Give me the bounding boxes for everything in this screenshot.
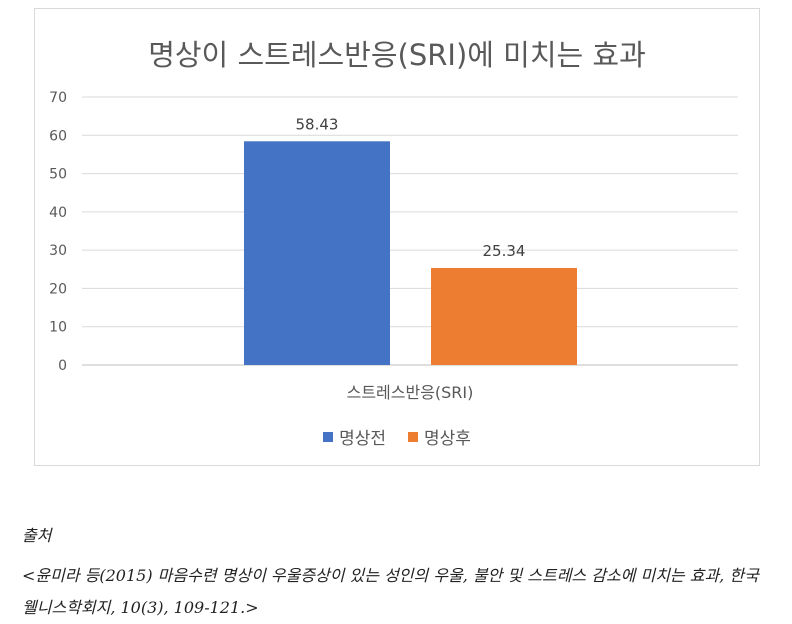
legend-label-after: 명상후 [424, 429, 471, 449]
legend-item-before: 명상전 [323, 424, 386, 449]
legend-label-before: 명상전 [339, 429, 386, 449]
data-label: 58.43 [296, 115, 339, 133]
chart-title: 명상이 스트레스반응(SRI)에 미치는 효과 [148, 38, 646, 72]
bar-before [244, 141, 390, 365]
y-tick-label: 50 [49, 167, 67, 183]
y-tick-label: 70 [49, 90, 67, 106]
y-tick-label: 60 [49, 128, 67, 144]
source-label: 출처 [22, 526, 52, 545]
y-tick-label: 10 [49, 320, 67, 336]
plot-area: 0 10 20 30 40 50 60 70 58.43 25.34 스트레스반응(SRI) [49, 90, 738, 402]
bar-after [431, 267, 577, 365]
x-category-label: 스트레스반응(SRI) [347, 383, 474, 402]
y-tick-label: 20 [49, 281, 67, 297]
y-tick-label: 0 [58, 358, 67, 374]
y-tick-label: 30 [49, 243, 67, 259]
legend: 명상전 명상후 [34, 424, 760, 449]
legend-swatch-before [323, 431, 334, 442]
legend-item-after: 명상후 [408, 424, 471, 449]
source-citation: <윤미라 등(2015) 마음수련 명상이 우울증상이 있는 성인의 우울, 불… [22, 566, 759, 617]
chart-area [34, 8, 760, 466]
data-label: 25.34 [483, 242, 526, 260]
y-tick-label: 40 [49, 205, 67, 221]
legend-swatch-after [408, 431, 418, 442]
